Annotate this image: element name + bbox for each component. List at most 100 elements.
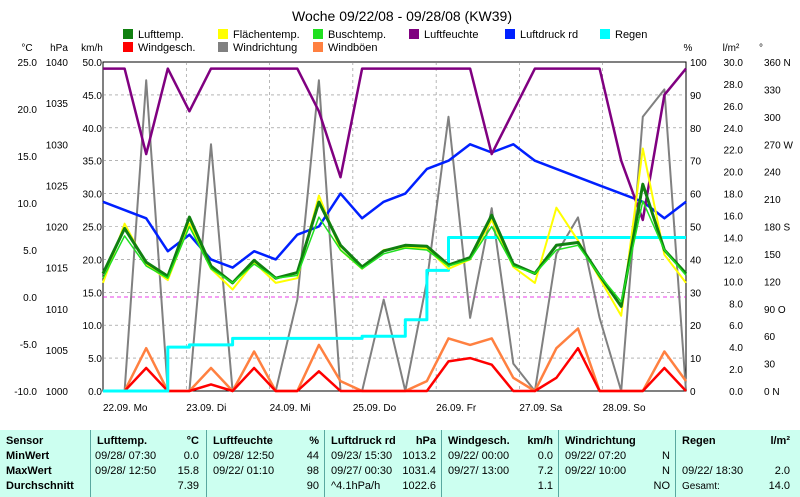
stats-row-max-label: MaxWert <box>6 465 52 477</box>
legend-swatch <box>313 42 323 52</box>
legend: Lufttemp. Flächentemp. Buschtemp. Luftfeuch… <box>123 29 647 54</box>
legend-swatch <box>409 29 419 39</box>
tick-label-humidity: 90 <box>690 91 702 102</box>
tick-label-humidity: 20 <box>690 321 702 332</box>
tick-label-temp: -5.0 <box>20 340 38 351</box>
tick-label-rain: 0.0 <box>729 387 743 398</box>
tick-label-humidity: 40 <box>690 255 702 266</box>
stats-windrichtung-avg-value: NO <box>653 480 671 492</box>
tick-label-speed: 45.0 <box>83 91 103 102</box>
stats-regen-total-label: Gesamt: <box>682 481 720 492</box>
stats-header-windgesch: Windgesch. <box>448 435 510 447</box>
tick-label-temp: -10.0 <box>14 387 37 398</box>
legend-label: Flächentemp. <box>233 29 300 41</box>
tick-label-rain: 14.0 <box>724 233 744 244</box>
legend-label: Lufttemp. <box>138 29 184 41</box>
stats-regen-total-value: 14.0 <box>768 480 790 492</box>
legend-item: Luftdruck rd <box>505 29 578 41</box>
tick-label-speed: 15.0 <box>83 288 103 299</box>
stats-unit-windgesch: km/h <box>527 435 553 447</box>
stats-luftdruck-avg-value: 1022.6 <box>402 480 436 492</box>
stats-col-windrichtung: Windrichtung 09/22/ 07:20 N 09/22/ 10:00… <box>558 430 676 497</box>
legend-label: Windböen <box>328 42 378 54</box>
tick-label-pressure: 1035 <box>46 99 69 110</box>
series-line-lufttemp <box>101 182 688 308</box>
stats-windrichtung-max-value: N <box>662 465 670 477</box>
tick-label-rain: 8.0 <box>729 299 743 310</box>
stats-col-windgesch: Windgesch. km/h 09/22/ 00:00 0.0 09/27/ … <box>441 430 559 497</box>
tick-label-pressure: 1030 <box>46 140 69 151</box>
legend-swatch <box>505 29 515 39</box>
tick-label-rain: 26.0 <box>724 102 744 113</box>
stats-lufttemp-min-time: 09/28/ 07:30 <box>95 450 157 462</box>
tick-label-speed: 0.0 <box>88 387 102 398</box>
tick-label-humidity: 30 <box>690 288 702 299</box>
tick-label-speed: 25.0 <box>83 223 103 234</box>
tick-label-speed: 30.0 <box>83 190 103 201</box>
x-tick-label: 24.09. Mi <box>270 403 311 414</box>
tick-label-rain: 18.0 <box>724 190 744 201</box>
stats-windrichtung-min-value: N <box>662 450 670 462</box>
x-tick-label: 25.09. Do <box>353 403 397 414</box>
tick-label-temp: 15.0 <box>18 152 38 163</box>
tick-label-direction: 210 <box>764 195 781 206</box>
stats-windgesch-max-time: 09/27/ 13:00 <box>448 465 510 477</box>
tick-label-speed: 20.0 <box>83 255 103 266</box>
legend-item: Windgesch. <box>123 42 195 54</box>
stats-luftdruck-max-time: 09/27/ 00:30 <box>331 465 393 477</box>
legend-item: Flächentemp. <box>218 29 300 41</box>
x-tick-label: 27.09. Sa <box>519 403 562 414</box>
tick-label-humidity: 100 <box>690 58 707 69</box>
legend-item: Windrichtung <box>218 42 297 54</box>
tick-label-speed: 5.0 <box>88 354 102 365</box>
legend-swatch <box>123 29 133 39</box>
legend-item: Buschtemp. <box>313 29 386 41</box>
tick-label-pressure: 1005 <box>46 346 69 357</box>
tick-label-rain: 2.0 <box>729 365 743 376</box>
tick-label-pressure: 1010 <box>46 305 69 316</box>
stats-col-sensor: Sensor MinWert MaxWert Durchschnitt <box>0 430 90 497</box>
weather-chart: Woche 09/22/08 - 09/28/08 (KW39) Lufttem… <box>14 8 793 414</box>
plot-area <box>101 67 688 393</box>
tick-label-direction: 240 <box>764 168 781 179</box>
stats-windrichtung-max-time: 09/22/ 10:00 <box>565 465 627 477</box>
tick-label-direction: 180 S <box>764 223 790 234</box>
legend-swatch <box>600 29 610 39</box>
stats-unit-luftdruck: hPa <box>415 435 436 447</box>
unit-label-temp: °C <box>21 43 32 54</box>
legend-label: Windgesch. <box>138 42 195 54</box>
stats-lufttemp-avg-value: 7.39 <box>177 480 199 492</box>
unit-label-direction: ° <box>759 43 763 54</box>
tick-label-pressure: 1040 <box>46 58 69 69</box>
stats-header-luftfeuchte: Luftfeuchte <box>213 435 273 447</box>
tick-label-speed: 40.0 <box>83 124 103 135</box>
tick-label-rain: 30.0 <box>724 58 744 69</box>
tick-label-rain: 22.0 <box>724 146 744 157</box>
tick-label-rain: 20.0 <box>724 168 744 179</box>
tick-label-direction: 120 <box>764 277 781 288</box>
statistics-table: Sensor MinWert MaxWert Durchschnitt Luft… <box>0 430 800 497</box>
tick-label-humidity: 50 <box>690 223 702 234</box>
chart-title: Woche 09/22/08 - 09/28/08 (KW39) <box>292 8 512 24</box>
legend-swatch <box>123 42 133 52</box>
stats-windgesch-avg-value: 1.1 <box>537 480 553 492</box>
legend-swatch <box>313 29 323 39</box>
unit-label-speed: km/h <box>81 43 103 54</box>
tick-label-temp: 5.0 <box>23 246 37 257</box>
tick-label-temp: 0.0 <box>23 293 37 304</box>
tick-label-pressure: 1025 <box>46 181 69 192</box>
stats-luftdruck-max-value: 1031.4 <box>402 465 436 477</box>
stats-row-avg-label: Durchschnitt <box>6 480 74 492</box>
tick-label-direction: 150 <box>764 250 781 261</box>
legend-label: Regen <box>615 29 647 41</box>
tick-label-temp: 20.0 <box>18 105 38 116</box>
stats-regen-max-time: 09/22/ 18:30 <box>682 465 744 477</box>
tick-label-temp: 10.0 <box>18 199 38 210</box>
stats-windgesch-max-value: 7.2 <box>537 465 553 477</box>
tick-label-humidity: 10 <box>690 354 702 365</box>
stats-lufttemp-max-value: 15.8 <box>177 465 199 477</box>
stats-windrichtung-min-time: 09/22/ 07:20 <box>565 450 627 462</box>
tick-label-speed: 50.0 <box>83 58 103 69</box>
x-tick-label: 22.09. Mo <box>103 403 148 414</box>
tick-label-rain: 24.0 <box>724 124 744 135</box>
